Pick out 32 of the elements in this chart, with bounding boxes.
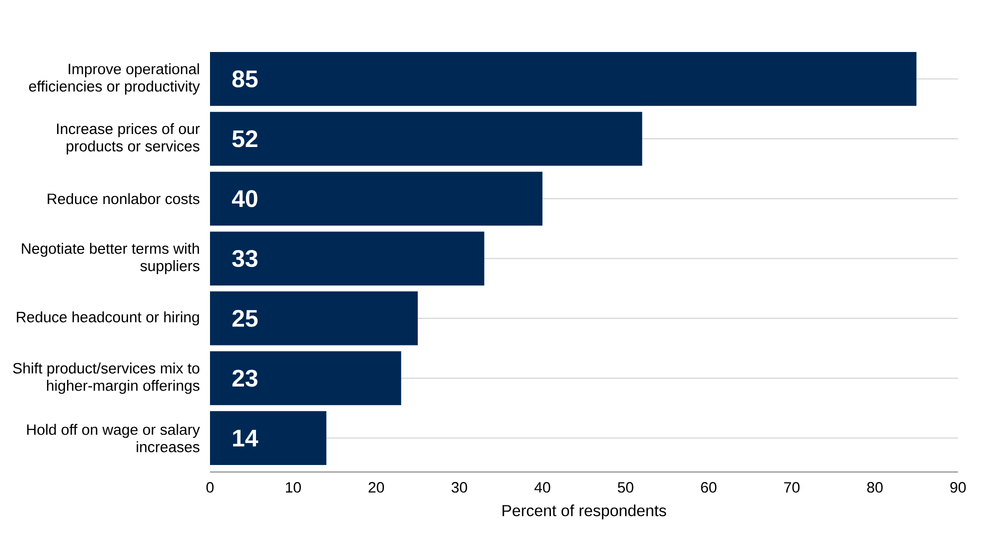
data-label: 85 [232,70,258,88]
x-tick-label: 60 [701,482,716,493]
y-tick-label: Improve operational efficiencies or productivity [29,63,200,95]
x-tick-label: 20 [368,482,384,493]
x-tick-label: 0 [206,482,214,493]
data-label: 40 [232,190,258,208]
y-tick-label: Reduce nonlabor costs [48,193,200,204]
data-label: 14 [233,430,258,446]
x-axis-title: Percent of respondents [502,504,666,520]
x-tick-label: 10 [286,482,301,493]
bar [210,52,916,106]
x-tick-label: 40 [534,482,550,493]
data-label: 33 [232,250,258,268]
bar [210,351,402,406]
y-tick-label: Negotiate better terms with suppliers [22,242,200,274]
bar [210,172,542,226]
bar [210,411,326,466]
y-tick-label: Shift product/services mix to higher-margin offerings [13,362,200,394]
x-tick-label: 90 [950,482,966,493]
x-tick-label: 70 [784,482,800,493]
y-tick-label: Hold off on wage or salary increases [27,424,200,452]
data-label: 25 [232,310,258,327]
bar [210,232,484,286]
x-tick-label: 50 [618,482,634,493]
y-tick-label: Reduce headcount or hiring [16,311,199,326]
x-tick-label: 30 [452,482,468,493]
data-label: 23 [232,370,258,387]
data-label: 52 [232,130,258,148]
x-tick-label: 80 [867,482,883,493]
bar [210,291,418,346]
y-tick-label: Increase prices of our products or services [57,123,200,154]
bar [210,112,642,166]
